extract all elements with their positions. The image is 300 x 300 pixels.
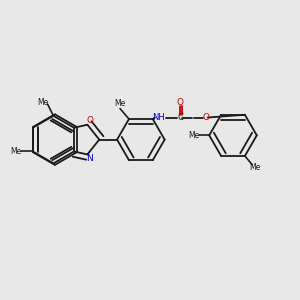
Text: NH: NH [152,113,165,122]
Text: Me: Me [188,131,199,140]
Text: Me: Me [250,163,261,172]
Text: Me: Me [10,147,21,156]
Text: O: O [203,113,210,122]
Text: Me: Me [38,98,49,107]
Text: C: C [178,113,183,122]
Text: N: N [86,154,93,164]
Text: Me: Me [114,99,126,108]
Text: O: O [177,98,184,107]
Text: O: O [86,116,93,125]
